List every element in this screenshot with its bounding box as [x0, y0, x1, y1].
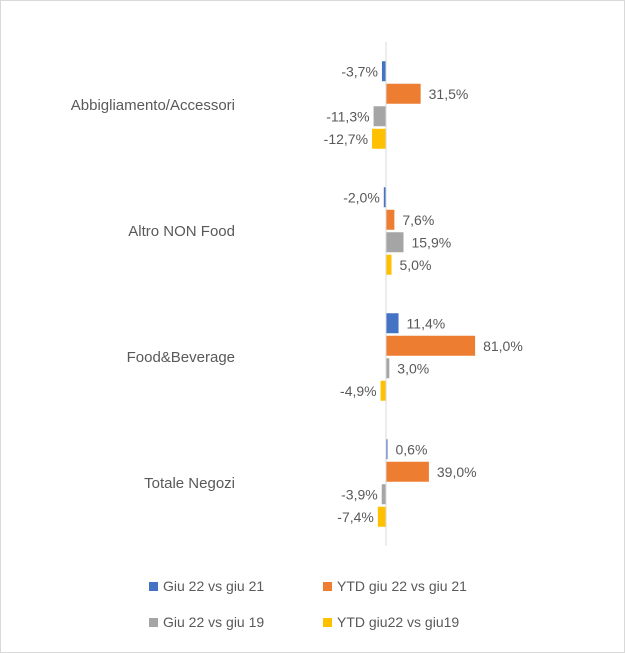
category-label-abbigliamento-accessori: Abbigliamento/Accessori: [71, 97, 235, 114]
data-label-altro-non-food-giu-22-vs-giu-21: -2,0%: [343, 189, 380, 205]
bar-totale-negozi-ytd-giu22-vs-giu19: [377, 506, 386, 527]
legend-swatch-ytd-giu22-vs-giu19: [323, 618, 332, 627]
data-label-food-beverage-ytd-giu-22-vs-giu-21: 81,0%: [483, 338, 523, 354]
legend-swatch-giu-22-vs-giu-19: [149, 618, 158, 627]
data-label-food-beverage-giu-22-vs-giu-19: 3,0%: [397, 360, 429, 376]
data-label-abbigliamento-accessori-giu-22-vs-giu-21: -3,7%: [341, 63, 378, 79]
legend-swatch-giu-22-vs-giu-21: [149, 582, 158, 591]
data-label-altro-non-food-ytd-giu22-vs-giu19: 5,0%: [400, 257, 432, 273]
data-label-abbigliamento-accessori-ytd-giu-22-vs-giu-21: 31,5%: [429, 86, 469, 102]
bar-altro-non-food-ytd-giu-22-vs-giu-21: [386, 209, 395, 230]
legend-swatch-ytd-giu-22-vs-giu-21: [323, 582, 332, 591]
bar-abbigliamento-accessori-giu-22-vs-giu-21: [381, 61, 386, 82]
legend-label-giu-22-vs-giu-19: Giu 22 vs giu 19: [163, 614, 264, 630]
data-label-abbigliamento-accessori-ytd-giu22-vs-giu19: -12,7%: [324, 131, 368, 147]
bar-altro-non-food-ytd-giu22-vs-giu19: [386, 254, 392, 275]
bar-food-beverage-ytd-giu-22-vs-giu-21: [386, 335, 476, 356]
legend-label-ytd-giu22-vs-giu19: YTD giu22 vs giu19: [337, 614, 459, 630]
bar-altro-non-food-giu-22-vs-giu-19: [386, 232, 404, 253]
bar-food-beverage-giu-22-vs-giu-21: [386, 313, 399, 334]
data-label-totale-negozi-ytd-giu-22-vs-giu-21: 39,0%: [437, 464, 477, 480]
data-label-totale-negozi-giu-22-vs-giu-21: 0,6%: [396, 441, 428, 457]
bar-abbigliamento-accessori-ytd-giu22-vs-giu19: [372, 128, 386, 149]
bar-food-beverage-giu-22-vs-giu-19: [386, 358, 390, 379]
data-label-abbigliamento-accessori-giu-22-vs-giu-19: -11,3%: [326, 108, 369, 124]
category-label-altro-non-food: Altro NON Food: [128, 223, 235, 240]
category-label-totale-negozi: Totale Negozi: [144, 475, 235, 492]
bar-altro-non-food-giu-22-vs-giu-21: [383, 187, 386, 208]
bar-abbigliamento-accessori-giu-22-vs-giu-19: [373, 106, 386, 127]
data-label-altro-non-food-giu-22-vs-giu-19: 15,9%: [411, 234, 451, 250]
bar-totale-negozi-giu-22-vs-giu-19: [381, 484, 386, 505]
bar-totale-negozi-giu-22-vs-giu-21: [386, 439, 388, 460]
category-label-food-beverage: Food&Beverage: [127, 349, 235, 366]
data-label-totale-negozi-ytd-giu22-vs-giu19: -7,4%: [337, 509, 374, 525]
data-label-totale-negozi-giu-22-vs-giu-19: -3,9%: [341, 486, 378, 502]
legend-label-giu-22-vs-giu-21: Giu 22 vs giu 21: [163, 578, 264, 594]
data-label-food-beverage-giu-22-vs-giu-21: 11,4%: [407, 315, 446, 331]
bar-food-beverage-ytd-giu22-vs-giu19: [380, 380, 386, 401]
data-label-altro-non-food-ytd-giu-22-vs-giu-21: 7,6%: [402, 212, 434, 228]
bar-totale-negozi-ytd-giu-22-vs-giu-21: [386, 461, 429, 482]
bar-abbigliamento-accessori-ytd-giu-22-vs-giu-21: [386, 83, 421, 104]
data-label-food-beverage-ytd-giu22-vs-giu19: -4,9%: [340, 383, 377, 399]
legend-label-ytd-giu-22-vs-giu-21: YTD giu 22 vs giu 21: [337, 578, 467, 594]
